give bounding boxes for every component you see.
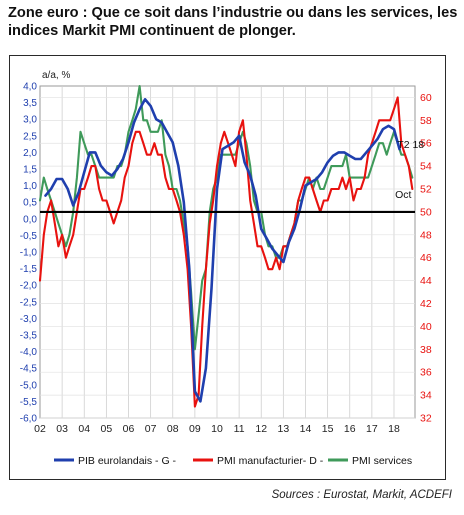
right-tick-label: 56 xyxy=(420,138,432,150)
left-tick-label: -5,5 xyxy=(20,397,38,408)
legend-label: PMI services xyxy=(352,455,412,467)
x-tick-label: 02 xyxy=(34,423,46,435)
right-tick-label: 34 xyxy=(420,390,432,402)
plot-area-border xyxy=(39,85,416,419)
x-tick-label: 13 xyxy=(278,423,290,435)
x-tick-label: 18 xyxy=(388,423,400,435)
x-tick-label: 03 xyxy=(56,423,68,435)
x-tick-label: 14 xyxy=(300,423,312,435)
left-tick-label: 3,5 xyxy=(23,98,37,109)
right-tick-label: 48 xyxy=(420,229,432,241)
left-tick-label: -3,0 xyxy=(20,314,38,325)
right-tick-label: 60 xyxy=(420,92,432,104)
left-tick-label: -3,5 xyxy=(20,331,38,342)
annotation-oct: Oct xyxy=(395,189,411,201)
legend-label: PIB eurolandais - G - xyxy=(78,455,177,467)
x-tick-label: 17 xyxy=(366,423,378,435)
right-tick-label: 50 xyxy=(420,206,432,218)
right-tick-label: 40 xyxy=(420,321,432,333)
left-tick-label: 0,0 xyxy=(23,214,37,225)
x-tick-label: 12 xyxy=(255,423,267,435)
right-tick-label: 38 xyxy=(420,344,432,356)
series-line-pmi-manufacturier xyxy=(38,96,414,408)
left-tick-label: -1,0 xyxy=(20,248,38,259)
x-tick-label: 09 xyxy=(189,423,201,435)
left-tick-label: -2,5 xyxy=(20,297,38,308)
line-chart: 02 03 04 05 06 07 08 09 10 11 12 13 14 15 16 17 18 4,0 3,5… xyxy=(20,70,432,467)
left-tick-label: -1,5 xyxy=(20,264,38,275)
x-tick-label: 11 xyxy=(234,423,245,435)
left-tick-label: -5,0 xyxy=(20,380,38,391)
left-tick-label: -2,0 xyxy=(20,281,38,292)
x-tick-label: 16 xyxy=(344,423,356,435)
x-tick-label: 05 xyxy=(101,423,113,435)
left-tick-label: 0,5 xyxy=(23,198,37,209)
left-tick-label: -6,0 xyxy=(20,414,38,425)
left-tick-label: 3,0 xyxy=(23,115,37,126)
series-line-pmi-services xyxy=(38,84,414,351)
x-tick-label: 06 xyxy=(123,423,135,435)
left-tick-label: -4,5 xyxy=(20,364,38,375)
right-tick-label: 44 xyxy=(420,275,432,287)
y-axis-unit-label: a/a, % xyxy=(42,70,70,81)
x-tick-label: 15 xyxy=(322,423,334,435)
source-note: Sources : Eurostat, Markit, ACDEFI xyxy=(271,489,452,501)
chart-title: Zone euro : Que ce soit dans l’industrie… xyxy=(8,5,458,39)
x-tick-label: 04 xyxy=(78,423,90,435)
x-tick-label: 07 xyxy=(145,423,157,435)
left-tick-label: 2,0 xyxy=(23,148,37,159)
right-tick-label: 36 xyxy=(420,367,432,379)
legend-label: PMI manufacturier- D - xyxy=(217,455,324,467)
left-tick-label: -4,0 xyxy=(20,347,38,358)
right-tick-label: 32 xyxy=(420,413,432,425)
left-tick-label: 2,5 xyxy=(23,131,37,142)
right-tick-label: 52 xyxy=(420,184,432,196)
right-tick-label: 46 xyxy=(420,252,432,264)
left-tick-label: 1,0 xyxy=(23,181,37,192)
x-tick-label: 10 xyxy=(211,423,223,435)
annotation-t2-18: T2 18 xyxy=(397,139,424,151)
right-tick-label: 58 xyxy=(420,115,432,127)
series-line-pib-eurolandais xyxy=(44,97,401,403)
x-tick-label: 08 xyxy=(167,423,179,435)
right-tick-label: 54 xyxy=(420,161,432,173)
right-tick-label: 42 xyxy=(420,298,432,310)
chart-frame: 02 03 04 05 06 07 08 09 10 11 12 13 14 15 16 17 18 4,0 3,5… xyxy=(9,55,446,480)
left-tick-label: 1,5 xyxy=(23,165,37,176)
left-tick-label: 4,0 xyxy=(23,82,37,93)
left-tick-label: -0,5 xyxy=(20,231,38,242)
